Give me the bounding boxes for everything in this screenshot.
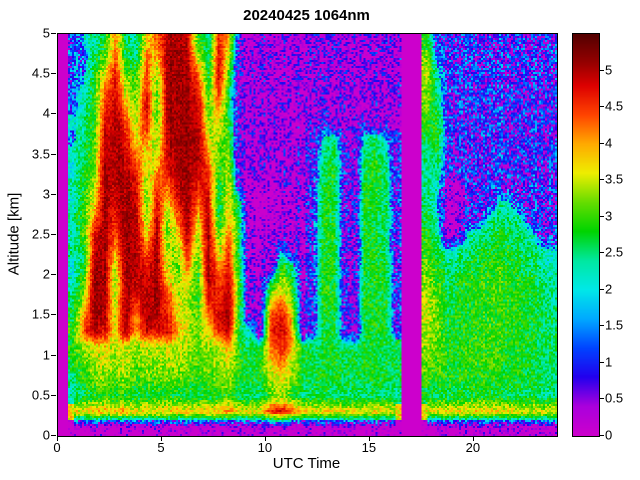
colorbar-tick-mark <box>600 179 604 181</box>
colorbar-tick-mark <box>600 142 604 144</box>
y-tick-label: 3.5 <box>31 146 50 162</box>
y-tick-mark <box>51 234 56 235</box>
x-tick-label: 0 <box>53 440 61 455</box>
y-tick-mark <box>51 153 56 155</box>
y-tick-mark <box>51 314 56 316</box>
colorbar-tick-label: 0 <box>605 427 613 443</box>
colorbar-gradient <box>573 34 599 436</box>
colorbar-tick-label: 3 <box>605 208 613 224</box>
colorbar-tick-label: 0.5 <box>605 390 624 406</box>
plot-area <box>57 33 558 437</box>
x-tick-label: 5 <box>157 440 165 455</box>
colorbar-tick-label: 4 <box>605 135 613 151</box>
x-tick-label: 10 <box>257 440 273 455</box>
y-tick-label: 0.5 <box>31 387 50 403</box>
y-tick-mark <box>51 354 56 356</box>
colorbar-tick-mark <box>600 215 604 217</box>
colorbar-tick-mark <box>600 288 604 290</box>
colorbar-tick-label: 3.5 <box>605 171 624 187</box>
colorbar-tick-label: 2 <box>605 281 613 297</box>
y-tick-label: 5 <box>42 25 50 41</box>
x-tick-mark <box>160 436 162 441</box>
x-axis-label: UTC Time <box>272 455 341 472</box>
y-tick-mark <box>51 73 56 75</box>
heatmap-canvas <box>58 34 557 436</box>
y-tick-label: 3 <box>42 186 50 202</box>
x-tick-label: 20 <box>465 440 481 455</box>
x-tick-label: 15 <box>361 440 377 455</box>
y-tick-label: 4 <box>42 105 50 121</box>
colorbar-tick-label: 4.5 <box>605 98 624 114</box>
figure-title: 20240425 1064nm <box>243 7 370 24</box>
colorbar-tick-mark <box>600 252 604 254</box>
colorbar-tick-label: 5 <box>605 62 613 78</box>
y-tick-mark <box>51 113 56 115</box>
y-tick-label: 1.5 <box>31 306 50 322</box>
colorbar-tick-mark <box>600 325 604 327</box>
x-tick-mark <box>368 436 370 441</box>
colorbar-tick-label: 2.5 <box>605 244 624 260</box>
colorbar <box>572 33 600 437</box>
y-tick-mark <box>51 394 56 396</box>
colorbar-tick-mark <box>600 361 604 363</box>
colorbar-tick-mark <box>600 398 604 400</box>
y-tick-label: 1 <box>42 347 50 363</box>
y-tick-label: 2 <box>42 266 50 282</box>
colorbar-tick-label: 1.5 <box>605 317 624 333</box>
y-tick-mark <box>51 193 56 195</box>
y-tick-mark <box>51 33 56 34</box>
y-tick-mark <box>51 274 56 276</box>
y-tick-mark <box>51 435 56 436</box>
y-tick-label: 2.5 <box>31 226 50 242</box>
colorbar-tick-mark <box>600 435 604 436</box>
x-tick-mark <box>57 436 58 441</box>
y-tick-label: 4.5 <box>31 65 50 81</box>
x-tick-mark <box>264 436 266 441</box>
colorbar-tick-mark <box>600 69 604 71</box>
colorbar-tick-mark <box>600 106 604 108</box>
x-tick-mark <box>472 436 474 441</box>
colorbar-tick-label: 1 <box>605 354 613 370</box>
y-tick-label: 0 <box>42 427 50 443</box>
